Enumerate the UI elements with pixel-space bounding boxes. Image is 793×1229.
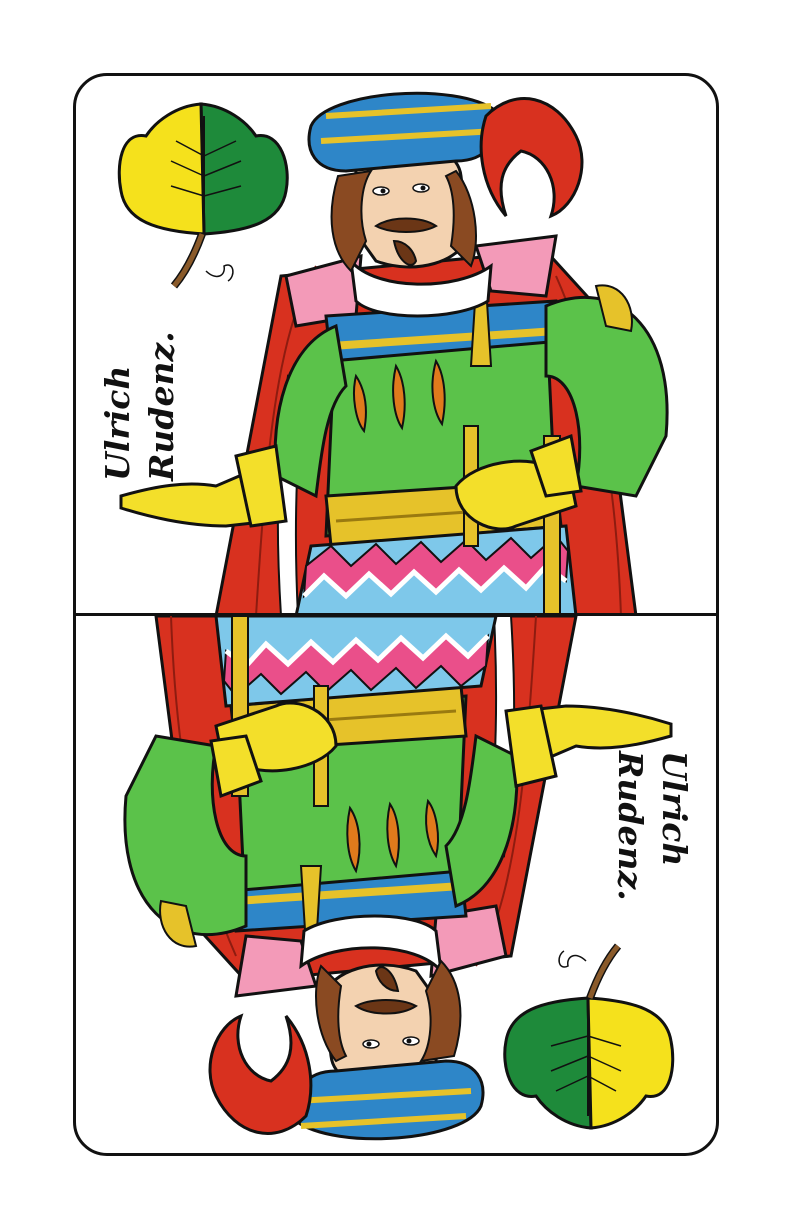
card-divider <box>76 613 716 616</box>
card-name-bottom: Ulrich Rudenz. <box>586 751 696 901</box>
knave-figure <box>117 91 669 616</box>
card-name-line2: Rudenz. <box>142 331 181 481</box>
knave-figure-mirrored <box>123 616 675 1141</box>
playing-card[interactable]: Ulrich Rudenz. <box>73 73 719 1156</box>
leaf-suit-icon <box>117 102 289 289</box>
card-half-top: Ulrich Rudenz. <box>76 76 716 616</box>
card-half-bottom: Ulrich Rudenz. <box>76 616 716 1153</box>
card-name-line1: Ulrich <box>98 365 137 481</box>
leaf-suit-icon-bottom <box>503 943 675 1130</box>
card-name: Ulrich Rudenz. <box>96 331 206 481</box>
card-name-bottom-line1: Ulrich <box>655 751 694 867</box>
card-name-bottom-line2: Rudenz. <box>611 751 650 901</box>
